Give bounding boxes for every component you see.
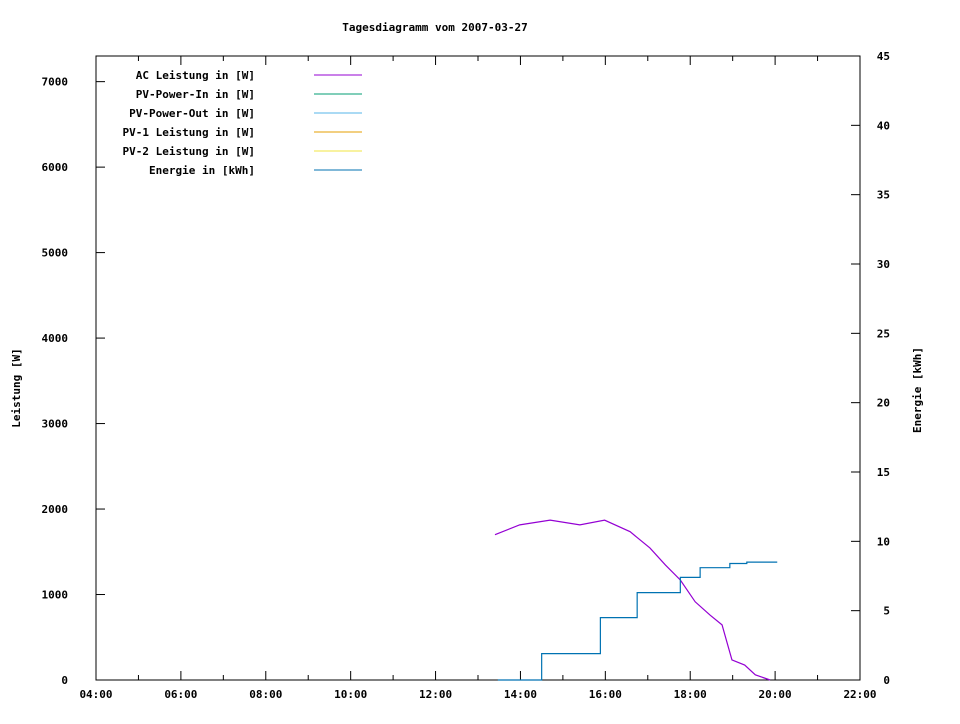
x-tick-label: 18:00 (674, 688, 707, 701)
y-tick-label: 7000 (42, 76, 69, 89)
legend-label: PV-Power-Out in [W] (129, 107, 255, 120)
y2-tick-label: 30 (877, 258, 890, 271)
y2-tick-label: 5 (883, 605, 890, 618)
x-tick-label: 10:00 (334, 688, 367, 701)
y2-tick-label: 10 (877, 535, 890, 548)
y-tick-label: 0 (61, 674, 68, 687)
y2-tick-label: 0 (883, 674, 890, 687)
legend-label: AC Leistung in [W] (136, 69, 255, 82)
y-tick-label: 2000 (42, 503, 69, 516)
y2-tick-label: 40 (877, 119, 890, 132)
y-tick-label: 5000 (42, 247, 69, 260)
y-tick-label: 3000 (42, 418, 69, 431)
y-tick-label: 4000 (42, 332, 69, 345)
x-tick-label: 14:00 (504, 688, 537, 701)
y-axis-label: Leistung [W] (10, 348, 23, 427)
legend-label: PV-Power-In in [W] (136, 88, 255, 101)
legend-label: PV-2 Leistung in [W] (123, 145, 255, 158)
y-tick-label: 6000 (42, 161, 69, 174)
y-tick-label: 1000 (42, 589, 69, 602)
series-line-energie (497, 561, 778, 681)
x-tick-label: 22:00 (843, 688, 876, 701)
y2-tick-label: 25 (877, 327, 890, 340)
x-tick-label: 08:00 (249, 688, 282, 701)
chart-title: Tagesdiagramm vom 2007-03-27 (342, 21, 527, 34)
y2-tick-label: 15 (877, 466, 890, 479)
x-tick-label: 06:00 (164, 688, 197, 701)
y2-tick-label: 35 (877, 189, 890, 202)
x-tick-label: 16:00 (589, 688, 622, 701)
series-line-ac (494, 519, 771, 681)
y2-axis-label: Energie [kWh] (911, 347, 924, 433)
legend-label: PV-1 Leistung in [W] (123, 126, 255, 139)
y2-tick-label: 45 (877, 50, 890, 63)
x-tick-label: 12:00 (419, 688, 452, 701)
y2-tick-label: 20 (877, 397, 890, 410)
legend-label: Energie in [kWh] (149, 164, 255, 177)
x-tick-label: 04:00 (79, 688, 112, 701)
x-tick-label: 20:00 (759, 688, 792, 701)
